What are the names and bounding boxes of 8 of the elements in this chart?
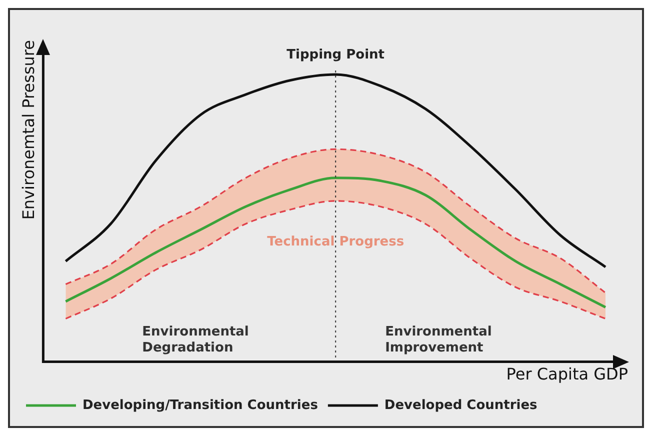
annotation: Environmental Improvement <box>385 324 492 356</box>
legend-label: Developed Countries <box>384 398 538 413</box>
annotation: Technical Progress <box>267 234 404 250</box>
x-axis-title: Per Capita GDP <box>506 364 628 384</box>
legend-label: Developing/Transition Countries <box>82 398 318 413</box>
y-axis-title: Environemtal Pressure <box>18 40 38 220</box>
annotation: Environmental Degradation <box>142 324 249 356</box>
text: Tipping Point <box>286 47 385 62</box>
